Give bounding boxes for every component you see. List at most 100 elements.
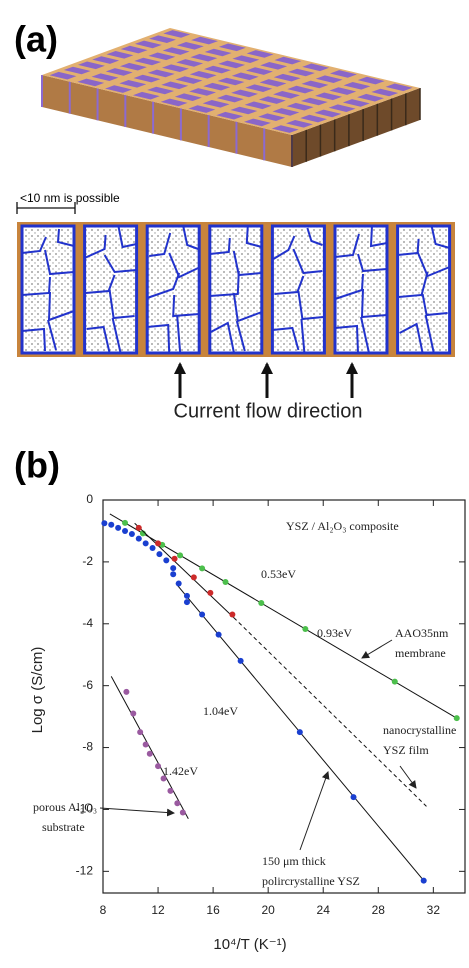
pore-opening <box>329 87 357 95</box>
annotation: polircrystalline YSZ <box>262 874 360 888</box>
annotation: 1.42eV <box>163 764 198 778</box>
scale-bar <box>16 202 76 214</box>
pore-opening <box>162 64 189 72</box>
fit-line <box>233 617 427 807</box>
pore-opening <box>300 97 328 106</box>
grain-boundary <box>235 320 246 352</box>
pore-opening <box>244 118 271 127</box>
y-tick-label: -2 <box>82 554 93 568</box>
pore-opening <box>271 125 299 133</box>
pore-opening <box>176 42 204 50</box>
pore-opening <box>246 67 273 75</box>
data-point <box>453 715 460 722</box>
grain-boundary <box>21 236 47 254</box>
annotation: substrate <box>42 820 85 834</box>
pore-opening <box>218 60 246 69</box>
pore-opening <box>260 62 288 70</box>
data-point <box>149 544 156 551</box>
data-point <box>175 580 182 587</box>
grain-boundary <box>44 249 75 276</box>
grain-boundary <box>292 248 323 275</box>
data-point <box>137 729 144 736</box>
fit-line <box>109 513 457 719</box>
pore-opening <box>147 69 175 78</box>
grain-boundary <box>85 274 116 294</box>
pore-opening <box>176 59 204 67</box>
fit-line <box>134 522 235 618</box>
pore-opening <box>188 105 216 113</box>
pore-opening <box>134 57 162 66</box>
grain-boundary <box>209 237 231 255</box>
panel-label: (a) <box>14 19 58 60</box>
grain-boundary <box>272 235 296 260</box>
pore-opening <box>258 113 286 121</box>
annotation: 0.93eV <box>317 626 352 640</box>
y-tick-label: 0 <box>86 492 93 506</box>
data-point <box>130 710 137 717</box>
grain-boundary <box>172 294 200 318</box>
pore-opening <box>132 91 160 100</box>
pore <box>20 224 76 355</box>
pore-opening <box>216 111 244 120</box>
pore-opening <box>216 94 244 103</box>
grain-boundary <box>245 225 263 248</box>
grain-boundary <box>209 270 240 297</box>
pore-opening <box>286 102 314 111</box>
grain-boundary <box>357 253 388 273</box>
pore-opening <box>258 96 286 104</box>
pore-opening <box>149 35 176 43</box>
x-tick-label: 32 <box>427 903 441 917</box>
data-point <box>163 557 170 564</box>
x-tick-label: 16 <box>206 903 220 917</box>
annotation-arrow <box>399 765 417 789</box>
pore-opening <box>371 88 399 97</box>
data-point <box>146 750 153 757</box>
pore-opening <box>119 80 147 88</box>
x-axis-label: 10⁴/T (K⁻¹) <box>213 936 286 953</box>
data-point <box>142 741 149 748</box>
grain-boundary <box>86 325 111 354</box>
data-point <box>302 626 309 633</box>
y-axis-label: Log σ (S/cm) <box>29 647 46 734</box>
data-point <box>174 800 181 807</box>
pore-opening <box>147 86 174 95</box>
data-point <box>101 520 108 527</box>
data-point <box>199 565 206 572</box>
annotation: membrane <box>395 646 446 660</box>
annotation: 150 μm thick <box>262 854 326 868</box>
scale-note: <10 nm is possible <box>20 191 120 205</box>
x-tick-label: 24 <box>317 903 331 917</box>
data-point <box>207 589 214 596</box>
pore-opening <box>133 74 161 83</box>
data-point <box>190 574 197 581</box>
pore-opening <box>163 30 191 38</box>
pore-opening <box>162 47 190 55</box>
grain-boundary <box>274 275 305 295</box>
panel-label: (b) <box>14 445 60 486</box>
data-point <box>420 877 427 884</box>
data-point <box>179 809 186 816</box>
pore-opening <box>230 106 258 115</box>
pore-opening <box>343 82 371 90</box>
grain-boundary <box>272 326 300 351</box>
pore-opening <box>273 91 300 99</box>
y-tick-label: -8 <box>82 740 93 754</box>
pore-opening <box>300 114 328 123</box>
pore-opening <box>301 80 329 89</box>
pore-opening <box>49 71 77 80</box>
annotation: 0.53eV <box>261 567 296 581</box>
grain-boundary <box>149 232 172 257</box>
grain-boundary <box>147 323 171 354</box>
data-point <box>156 551 163 558</box>
data-point <box>258 600 265 607</box>
grain-boundary <box>398 271 429 298</box>
pore-opening <box>148 52 176 61</box>
pore-opening <box>134 40 162 49</box>
pore-opening <box>189 88 216 96</box>
data-point <box>142 540 149 547</box>
grain-boundary <box>300 318 306 354</box>
pore-opening <box>189 71 217 79</box>
grain-boundary <box>360 316 370 354</box>
pore-opening <box>204 48 232 57</box>
pore-opening <box>246 50 274 58</box>
